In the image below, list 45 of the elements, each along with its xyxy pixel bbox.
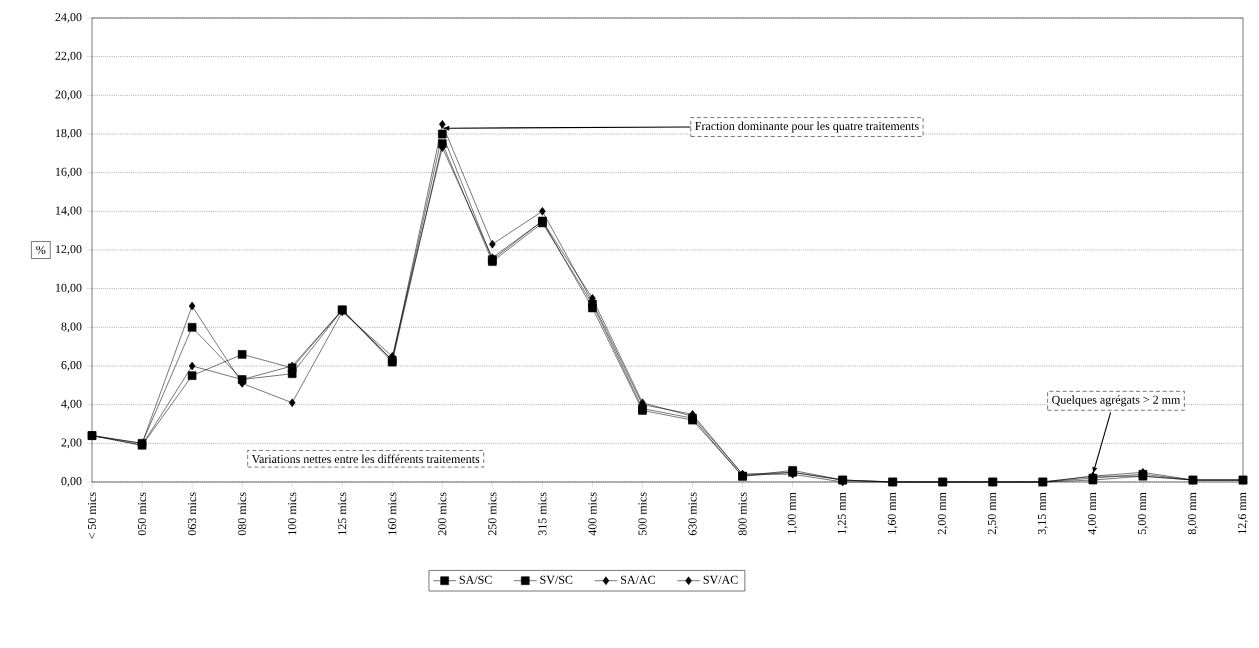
x-tick-label: 500 mics: [638, 492, 647, 536]
y-tick-label: 24,00: [55, 13, 82, 23]
x-tick-label: 1,60 mm: [887, 492, 898, 534]
x-tick-label: 315 mics: [538, 492, 547, 536]
legend-label: SA/SC: [459, 575, 492, 584]
x-tick-label: 630 mics: [688, 492, 697, 536]
x-tick-label: 250 mics: [488, 492, 497, 536]
annotation: Variations nettes entre les différents traitements: [251, 454, 480, 464]
y-axis-title: %: [36, 245, 46, 255]
y-tick-label: 18,00: [56, 129, 82, 139]
x-tick-label: 160 mics: [388, 492, 397, 535]
x-tick-label: 800 mics: [738, 492, 747, 536]
x-tick-label: 050 mics: [138, 492, 147, 536]
annotation: Fraction dominante pour les quatre traitements: [695, 121, 919, 133]
x-tick-label: 400 mics: [588, 492, 597, 536]
y-tick-label: 2,00: [61, 438, 82, 449]
y-tick-label: 6,00: [61, 361, 82, 371]
y-tick-label: 8,00: [61, 322, 82, 333]
x-tick-label: 063 mics: [188, 492, 197, 536]
x-tick-label: 4,00 mm: [1087, 492, 1098, 535]
y-tick-label: 10,00: [56, 283, 82, 294]
y-tick-label: 0,00: [61, 477, 82, 487]
legend-label: SV/AC: [703, 575, 738, 584]
x-tick-label: 1,25 mm: [837, 492, 848, 534]
y-tick-label: 12,00: [56, 245, 82, 255]
x-tick-label: 1,00 mm: [787, 492, 798, 534]
x-tick-label: 080 mics: [238, 492, 247, 536]
y-tick-label: 4,00: [61, 399, 82, 410]
legend-label: SV/SC: [540, 575, 573, 584]
x-tick-label: 100 mics: [288, 492, 297, 535]
x-tick-label: 2,00 mm: [937, 492, 948, 535]
y-tick-label: 20,00: [55, 90, 82, 101]
x-tick-label: 2,50 mm: [987, 492, 998, 535]
x-tick-label: < 50 mics: [87, 492, 97, 539]
x-tick-label: 200 mics: [438, 492, 447, 536]
x-tick-label: 3,15 mm: [1037, 492, 1048, 535]
y-tick-label: 22,00: [55, 51, 82, 62]
y-tick-label: 16,00: [56, 167, 82, 178]
x-tick-label: 12,6 mm: [1238, 492, 1248, 534]
legend-label: SA/AC: [621, 575, 655, 584]
x-tick-label: 5,00 mm: [1138, 492, 1148, 535]
y-tick-label: 14,00: [56, 206, 82, 217]
annotation: Quelques agrégats > 2 mm: [1052, 395, 1181, 407]
x-tick-label: 8,00 mm: [1188, 492, 1198, 535]
x-tick-label: 125 mics: [338, 492, 347, 535]
